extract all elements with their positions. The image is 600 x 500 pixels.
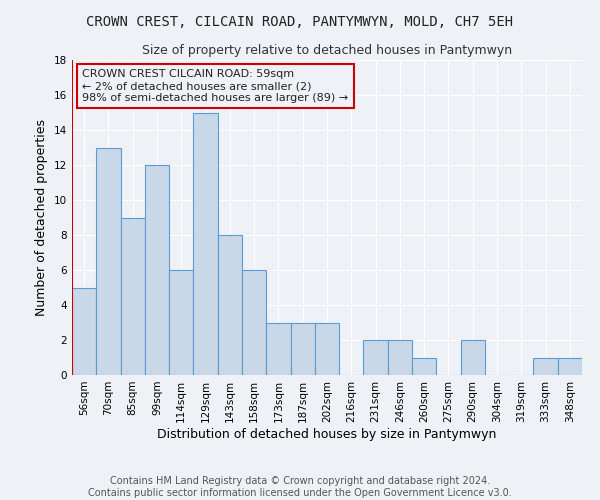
Bar <box>193 112 218 375</box>
Text: CROWN CREST, CILCAIN ROAD, PANTYMWYN, MOLD, CH7 5EH: CROWN CREST, CILCAIN ROAD, PANTYMWYN, MO… <box>86 15 514 29</box>
Bar <box>290 322 315 375</box>
Bar <box>242 270 266 375</box>
Bar <box>315 322 339 375</box>
Bar <box>72 288 96 375</box>
Bar <box>169 270 193 375</box>
Bar <box>461 340 485 375</box>
Bar <box>533 358 558 375</box>
X-axis label: Distribution of detached houses by size in Pantymwyn: Distribution of detached houses by size … <box>157 428 497 440</box>
Bar <box>218 235 242 375</box>
Bar <box>412 358 436 375</box>
Title: Size of property relative to detached houses in Pantymwyn: Size of property relative to detached ho… <box>142 44 512 58</box>
Bar <box>266 322 290 375</box>
Bar <box>364 340 388 375</box>
Bar <box>96 148 121 375</box>
Bar <box>558 358 582 375</box>
Y-axis label: Number of detached properties: Number of detached properties <box>35 119 49 316</box>
Text: CROWN CREST CILCAIN ROAD: 59sqm
← 2% of detached houses are smaller (2)
98% of s: CROWN CREST CILCAIN ROAD: 59sqm ← 2% of … <box>82 70 349 102</box>
Bar <box>145 165 169 375</box>
Text: Contains HM Land Registry data © Crown copyright and database right 2024.
Contai: Contains HM Land Registry data © Crown c… <box>88 476 512 498</box>
Bar <box>121 218 145 375</box>
Bar <box>388 340 412 375</box>
